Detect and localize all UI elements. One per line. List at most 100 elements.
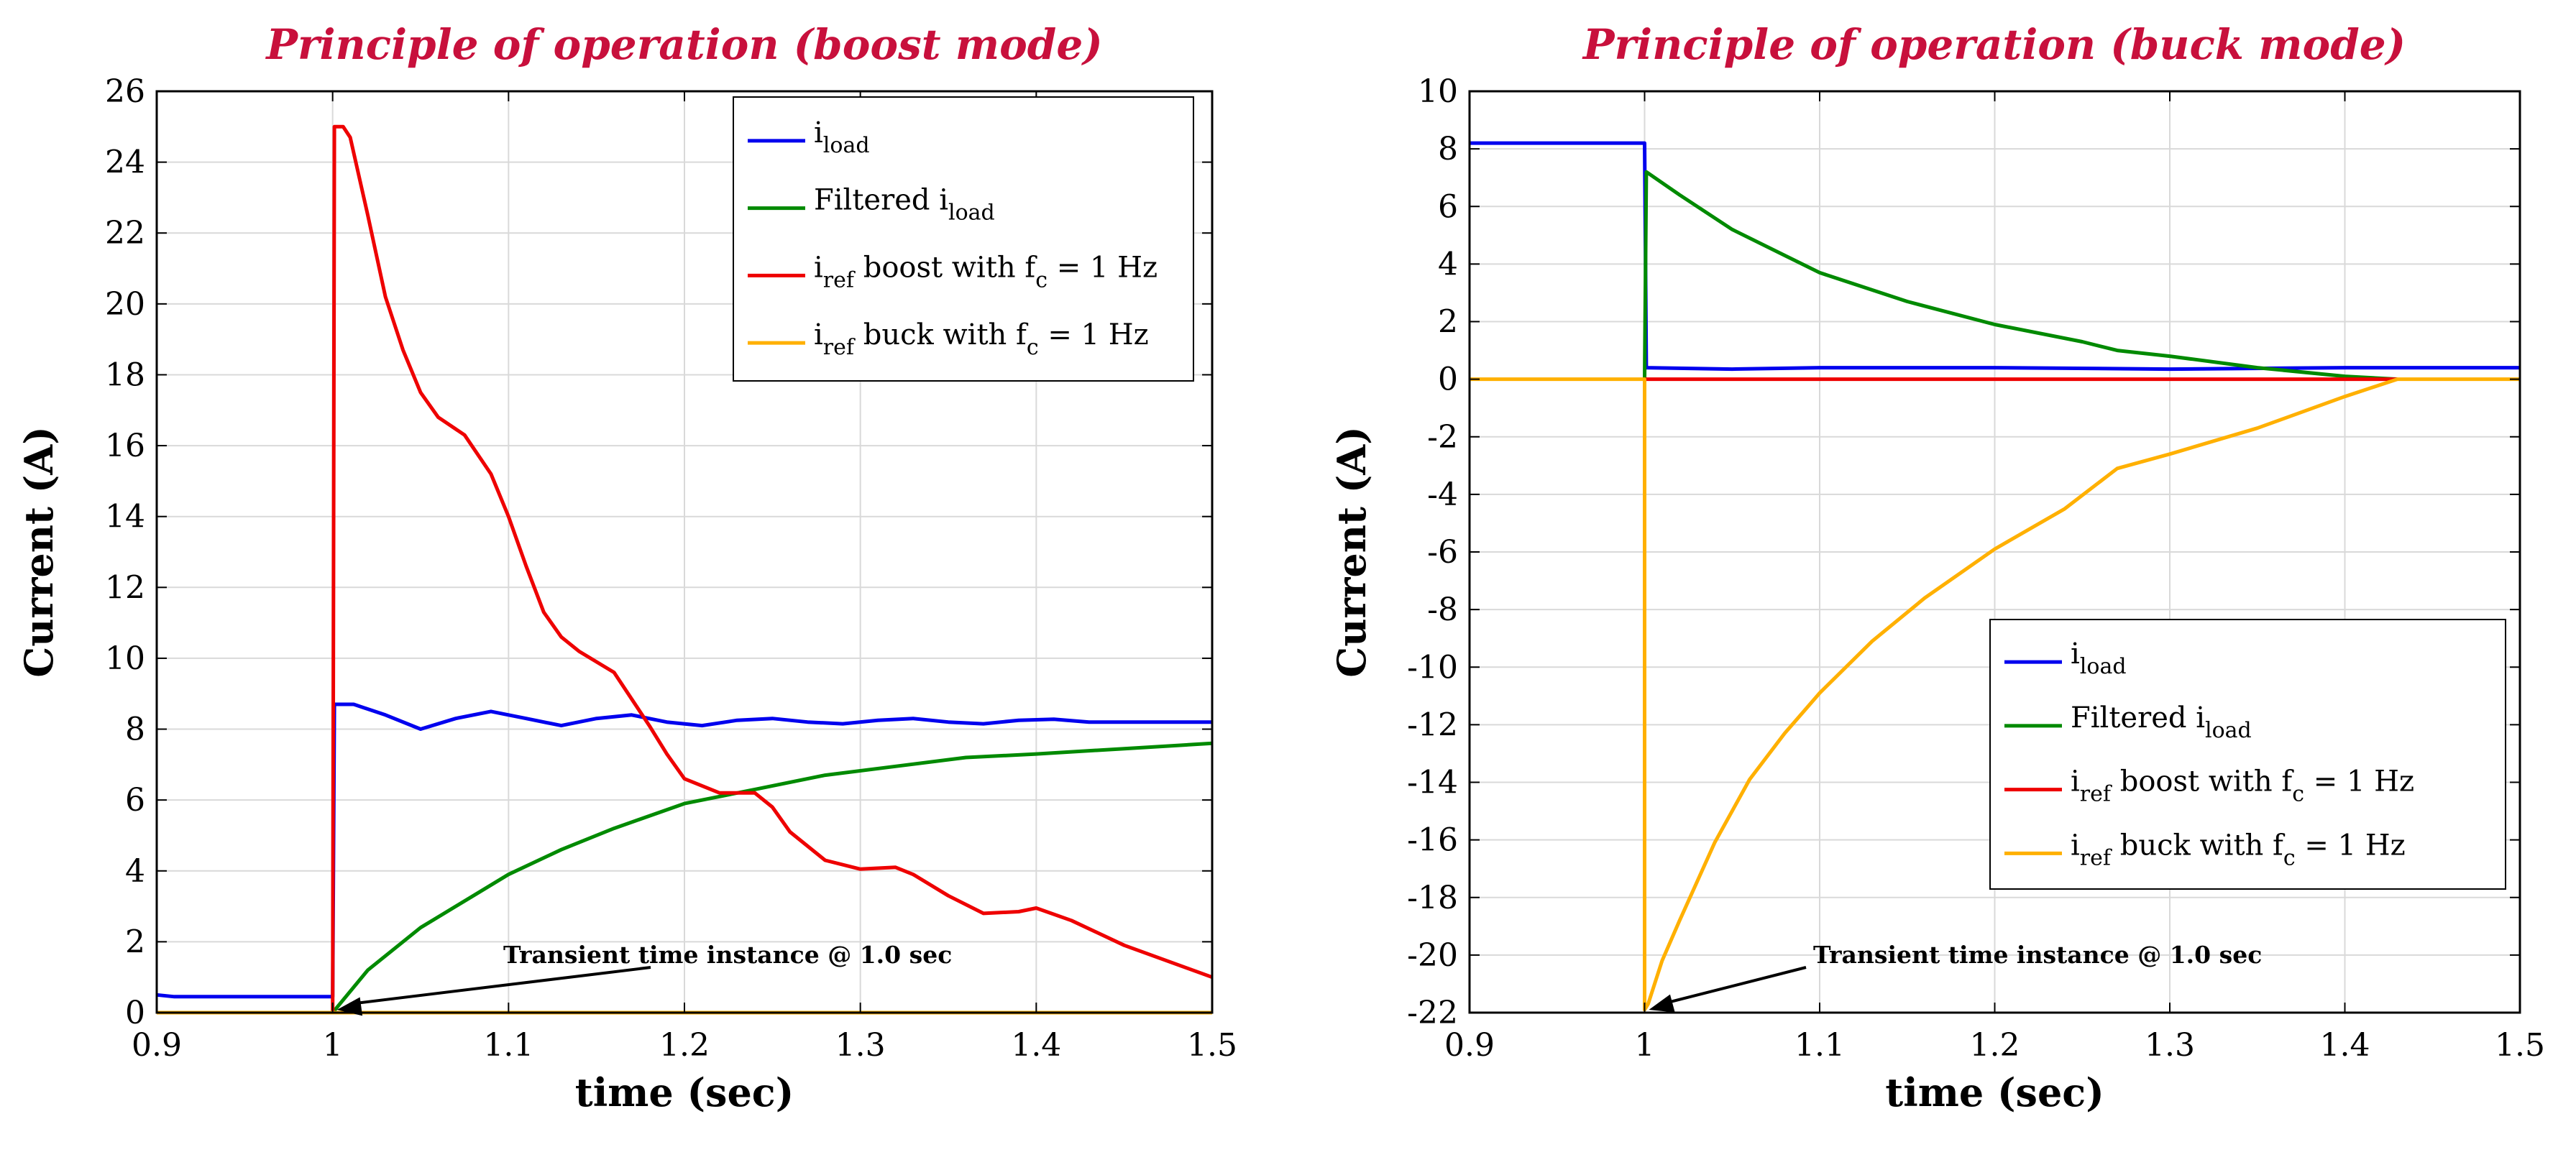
legend-text-part: = 1 Hz bbox=[2304, 765, 2414, 798]
x-tick-label: 1.3 bbox=[835, 1027, 886, 1064]
y-tick-label: -8 bbox=[1427, 591, 1458, 628]
legend-subscript: load bbox=[823, 133, 870, 158]
x-tick-label: 1.5 bbox=[2495, 1027, 2545, 1064]
x-axis-label: time (sec) bbox=[575, 1069, 794, 1115]
chart-buck: Principle of operation (buck mode) 0.9 1 1.… bbox=[1329, 20, 2545, 1115]
y-tick-label: 0 bbox=[1438, 362, 1458, 398]
y-tick-label: -2 bbox=[1427, 419, 1458, 456]
legend-text-part: Filtered i bbox=[814, 184, 948, 217]
series-line-0 bbox=[156, 702, 1212, 999]
y-tick-label: 16 bbox=[105, 428, 145, 464]
legend-entry-0: iload bbox=[814, 116, 870, 158]
y-tick-label: 0 bbox=[125, 995, 145, 1031]
legend-subscript: c bbox=[2292, 782, 2304, 807]
y-tick-label: -4 bbox=[1427, 476, 1458, 513]
chart-boost: Principle of operation (boost mode) 0.9 1 1… bbox=[16, 20, 1237, 1115]
legend-box bbox=[733, 96, 1194, 382]
y-tick-label: 6 bbox=[1438, 188, 1458, 225]
legend-entry-3: iref buck with fc = 1 Hz bbox=[2071, 829, 2406, 870]
legend-text-part: = 1 Hz bbox=[1039, 318, 1149, 351]
legend-text-part: boost with f bbox=[2111, 765, 2294, 798]
legend-text-part: i bbox=[2071, 829, 2080, 862]
series-group bbox=[1470, 141, 2520, 1012]
legend-subscript: ref bbox=[823, 267, 856, 293]
legend-subscript: c bbox=[2283, 845, 2296, 870]
legend-entry-2: iref boost with fc = 1 Hz bbox=[2071, 765, 2414, 807]
y-tick-label: 8 bbox=[125, 712, 145, 748]
y-tick-label: 2 bbox=[125, 924, 145, 960]
legend-text-part: = 1 Hz bbox=[1048, 251, 1158, 284]
y-tick-label: -14 bbox=[1407, 765, 1458, 801]
legend-subscript: load bbox=[948, 201, 995, 226]
annotation-arrowhead bbox=[336, 997, 363, 1016]
y-tick-label: 18 bbox=[105, 356, 145, 393]
legend-text-part: i bbox=[814, 318, 823, 351]
x-tick-label: 1.1 bbox=[1795, 1027, 1845, 1064]
chart-title: Principle of operation (buck mode) bbox=[1582, 20, 2406, 69]
legend-text-part: = 1 Hz bbox=[2296, 829, 2406, 862]
legend-text-part: boost with f bbox=[854, 251, 1037, 284]
y-tick-label: -20 bbox=[1407, 937, 1458, 974]
y-tick-label: 8 bbox=[1438, 131, 1458, 167]
legend-text-part: i bbox=[2071, 637, 2080, 671]
legend-subscript: c bbox=[1027, 335, 1039, 360]
x-tick-label: 0.9 bbox=[132, 1027, 182, 1064]
annotation-arrow-shaft bbox=[349, 966, 651, 1005]
annotation: Transient time instance @ 1.0 sec bbox=[336, 941, 952, 1016]
y-tick-label: 2 bbox=[1438, 304, 1458, 341]
legend-box bbox=[1989, 619, 2506, 890]
legend-entry-1: Filtered iload bbox=[2071, 701, 2252, 743]
x-tick-label: 1.4 bbox=[2320, 1027, 2370, 1064]
y-tick-label: -22 bbox=[1407, 995, 1458, 1031]
legend-subscript: load bbox=[2205, 718, 2252, 743]
series-line-1 bbox=[331, 741, 1213, 1014]
y-tick-label: -18 bbox=[1407, 880, 1458, 916]
legend-text-part: buck with f bbox=[854, 318, 1029, 351]
y-tick-label: -12 bbox=[1407, 706, 1458, 743]
legend-text-part: i bbox=[814, 116, 823, 149]
x-tick-label: 1.5 bbox=[1187, 1027, 1237, 1064]
x-tick-label: 1.2 bbox=[1970, 1027, 2020, 1064]
legend-entry-1: Filtered iload bbox=[814, 184, 995, 226]
legend-subscript: ref bbox=[823, 335, 856, 360]
y-tick-label: 22 bbox=[105, 215, 145, 252]
y-tick-label: -10 bbox=[1407, 649, 1458, 686]
y-tick-label: 10 bbox=[105, 640, 145, 677]
x-tick-label: 1.3 bbox=[2145, 1027, 2195, 1064]
annotation-arrowhead bbox=[1649, 994, 1675, 1013]
series-line-1 bbox=[1643, 170, 2398, 382]
y-tick-label: 4 bbox=[125, 853, 145, 890]
ticks: 0.9 1 1.1 1.2 1.3 1.4 1.5-22-20-18-16-14-12-10… bbox=[1407, 73, 2545, 1064]
legend-text-part: Filtered i bbox=[2071, 701, 2205, 735]
x-tick-label: 1.4 bbox=[1011, 1027, 1061, 1064]
legend-text-part: i bbox=[2071, 765, 2080, 798]
annotation-arrow-shaft bbox=[1661, 966, 1807, 1005]
y-tick-label: -6 bbox=[1427, 534, 1458, 571]
legend-entry-2: iref boost with fc = 1 Hz bbox=[814, 251, 1158, 293]
y-tick-label: 12 bbox=[105, 569, 145, 606]
legend-entry-3: iref buck with fc = 1 Hz bbox=[814, 318, 1149, 360]
series-line-3 bbox=[1470, 377, 2520, 1012]
y-tick-label: 10 bbox=[1418, 73, 1458, 110]
y-axis-label: Current (A) bbox=[16, 426, 62, 678]
annotation-text: Transient time instance @ 1.0 sec bbox=[1813, 941, 2262, 969]
annotation: Transient time instance @ 1.0 sec bbox=[1649, 941, 2262, 1013]
legend-entry-0: iload bbox=[2071, 637, 2127, 679]
legend-subscript: c bbox=[1035, 267, 1048, 293]
ticks: 0.9 1 1.1 1.2 1.3 1.4 1.5024681012141618202224… bbox=[105, 73, 1237, 1064]
chart-title: Principle of operation (boost mode) bbox=[265, 20, 1102, 69]
legend-text-part: i bbox=[814, 251, 823, 284]
y-tick-label: 14 bbox=[105, 499, 145, 535]
legend-subscript: load bbox=[2080, 654, 2127, 679]
legend-subscript: ref bbox=[2080, 782, 2112, 807]
annotation-text: Transient time instance @ 1.0 sec bbox=[503, 941, 952, 969]
x-tick-label: 1.2 bbox=[659, 1027, 710, 1064]
y-tick-label: 26 bbox=[105, 73, 145, 110]
y-axis-label: Current (A) bbox=[1329, 426, 1375, 678]
x-tick-label: 1.1 bbox=[483, 1027, 533, 1064]
x-tick-label: 0.9 bbox=[1444, 1027, 1495, 1064]
y-tick-label: 6 bbox=[125, 782, 145, 819]
